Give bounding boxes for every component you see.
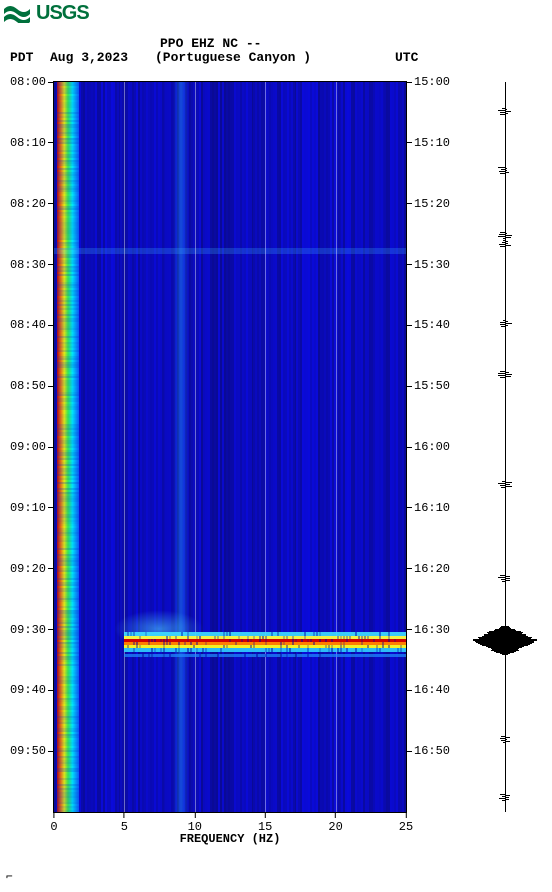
- utc-tick: 16:30: [406, 623, 466, 637]
- freq-tick: 15: [258, 812, 272, 834]
- pdt-tick: 08:00: [0, 75, 54, 89]
- spectrogram-area: [54, 82, 406, 812]
- header-tz-left: PDT: [10, 50, 33, 65]
- header-date: Aug 3,2023: [50, 50, 128, 65]
- utc-tick: 16:00: [406, 440, 466, 454]
- footer-caret: ⌐: [6, 870, 13, 883]
- pdt-tick: 08:10: [0, 136, 54, 150]
- time-axis-utc: 15:0015:1015:2015:3015:4015:5016:0016:10…: [406, 82, 466, 812]
- time-axis-pdt: 08:0008:1008:2008:3008:4008:5009:0009:10…: [0, 82, 54, 812]
- utc-tick: 15:50: [406, 379, 466, 393]
- freq-tick: 0: [50, 812, 57, 834]
- utc-tick: 15:00: [406, 75, 466, 89]
- pdt-tick: 09:20: [0, 562, 54, 576]
- freq-tick: 5: [121, 812, 128, 834]
- pdt-tick: 09:40: [0, 683, 54, 697]
- usgs-logo: USGS: [4, 2, 89, 25]
- utc-tick: 16:10: [406, 501, 466, 515]
- pdt-tick: 08:50: [0, 379, 54, 393]
- utc-tick: 15:40: [406, 318, 466, 332]
- utc-tick: 15:10: [406, 136, 466, 150]
- freq-tick: 25: [399, 812, 413, 834]
- utc-tick: 15:30: [406, 258, 466, 272]
- pdt-tick: 09:10: [0, 501, 54, 515]
- pdt-tick: 09:30: [0, 623, 54, 637]
- utc-tick: 15:20: [406, 197, 466, 211]
- page-root: USGS PPO EHZ NC -- PDT Aug 3,2023 (Portu…: [0, 0, 552, 892]
- header-station-name: (Portuguese Canyon ): [155, 50, 311, 65]
- wave-icon: [4, 5, 30, 23]
- pdt-tick: 08:40: [0, 318, 54, 332]
- freq-tick: 20: [328, 812, 342, 834]
- pdt-tick: 08:20: [0, 197, 54, 211]
- seismogram-trace: [470, 82, 540, 812]
- frequency-axis-label: FREQUENCY (HZ): [54, 832, 406, 846]
- pdt-tick: 09:00: [0, 440, 54, 454]
- utc-tick: 16:40: [406, 683, 466, 697]
- utc-tick: 16:20: [406, 562, 466, 576]
- header-station-code: PPO EHZ NC --: [160, 36, 261, 51]
- usgs-logo-text: USGS: [36, 2, 89, 25]
- pdt-tick: 08:30: [0, 258, 54, 272]
- spectrogram-plot: [54, 82, 406, 812]
- header-tz-right: UTC: [395, 50, 418, 65]
- freq-tick: 10: [188, 812, 202, 834]
- pdt-tick: 09:50: [0, 744, 54, 758]
- utc-tick: 16:50: [406, 744, 466, 758]
